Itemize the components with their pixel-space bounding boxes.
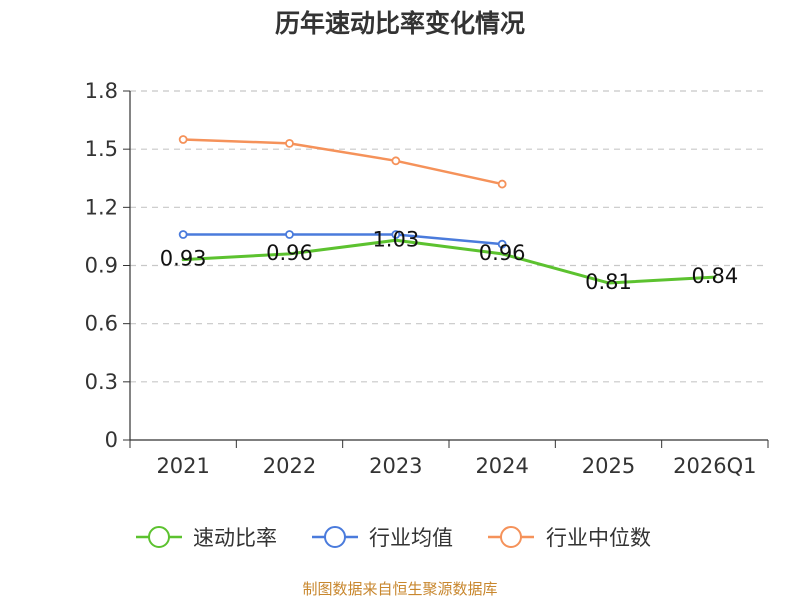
y-tick-label: 1.5 <box>85 137 118 161</box>
source-note: 制图数据来自恒生聚源数据库 <box>302 580 497 598</box>
x-tick-label: 2022 <box>263 454 316 478</box>
series-point-2[interactable] <box>391 230 401 239</box>
y-tick-label: 0 <box>105 428 118 452</box>
legend-marker <box>148 526 170 548</box>
series-point-2[interactable] <box>178 230 188 239</box>
series-line-1 <box>181 238 717 285</box>
y-tick-label: 0.9 <box>85 254 118 278</box>
y-tick-label: 1.2 <box>85 195 118 219</box>
legend[interactable]: 速动比率 行业均值 行业中位数 <box>136 526 651 550</box>
legend-marker <box>500 526 522 548</box>
legend-item[interactable]: 速动比率 <box>136 526 277 550</box>
series-point-2[interactable] <box>285 230 294 239</box>
x-tick-label: 2021 <box>156 454 209 478</box>
data-label: 1.03 <box>372 227 419 251</box>
axes: 0 0.3 0.6 0.9 1.2 1.5 1.8 2021 2022 2023 2024 2025 2… <box>85 79 769 478</box>
series-line-2 <box>181 233 504 246</box>
legend-item[interactable]: 行业中位数 <box>488 526 651 550</box>
x-tick-label: 2024 <box>475 454 528 478</box>
series-point-2[interactable] <box>497 239 507 249</box>
legend-label: 行业均值 <box>369 526 453 550</box>
y-tick-label: 0.3 <box>85 370 118 394</box>
x-tick-label: 2026Q1 <box>673 454 756 478</box>
series-layer <box>178 135 717 285</box>
series-point-3[interactable] <box>391 156 401 166</box>
series-line-3 <box>181 138 504 186</box>
legend-label: 速动比率 <box>193 526 277 550</box>
data-labels: 0.93 0.96 1.03 0.96 0.81 0.84 <box>160 227 738 294</box>
data-label: 0.96 <box>479 241 526 265</box>
series-point-3[interactable] <box>178 135 188 144</box>
data-label: 0.81 <box>585 270 632 294</box>
x-tick-label: 2023 <box>369 454 422 478</box>
y-tick-label: 0.6 <box>85 312 118 336</box>
legend-marker <box>324 526 346 548</box>
data-label: 0.96 <box>266 241 313 265</box>
legend-label: 行业中位数 <box>546 526 651 550</box>
gridlines <box>130 90 768 383</box>
legend-item[interactable]: 行业均值 <box>312 526 453 550</box>
data-label: 0.93 <box>160 247 207 271</box>
y-tick-label: 1.8 <box>85 79 118 103</box>
series-point-3[interactable] <box>285 138 294 148</box>
chart-title: 历年速动比率变化情况 <box>275 9 525 38</box>
x-tick-label: 2025 <box>582 454 635 478</box>
series-point-3[interactable] <box>497 179 507 189</box>
data-label: 0.84 <box>691 264 738 288</box>
